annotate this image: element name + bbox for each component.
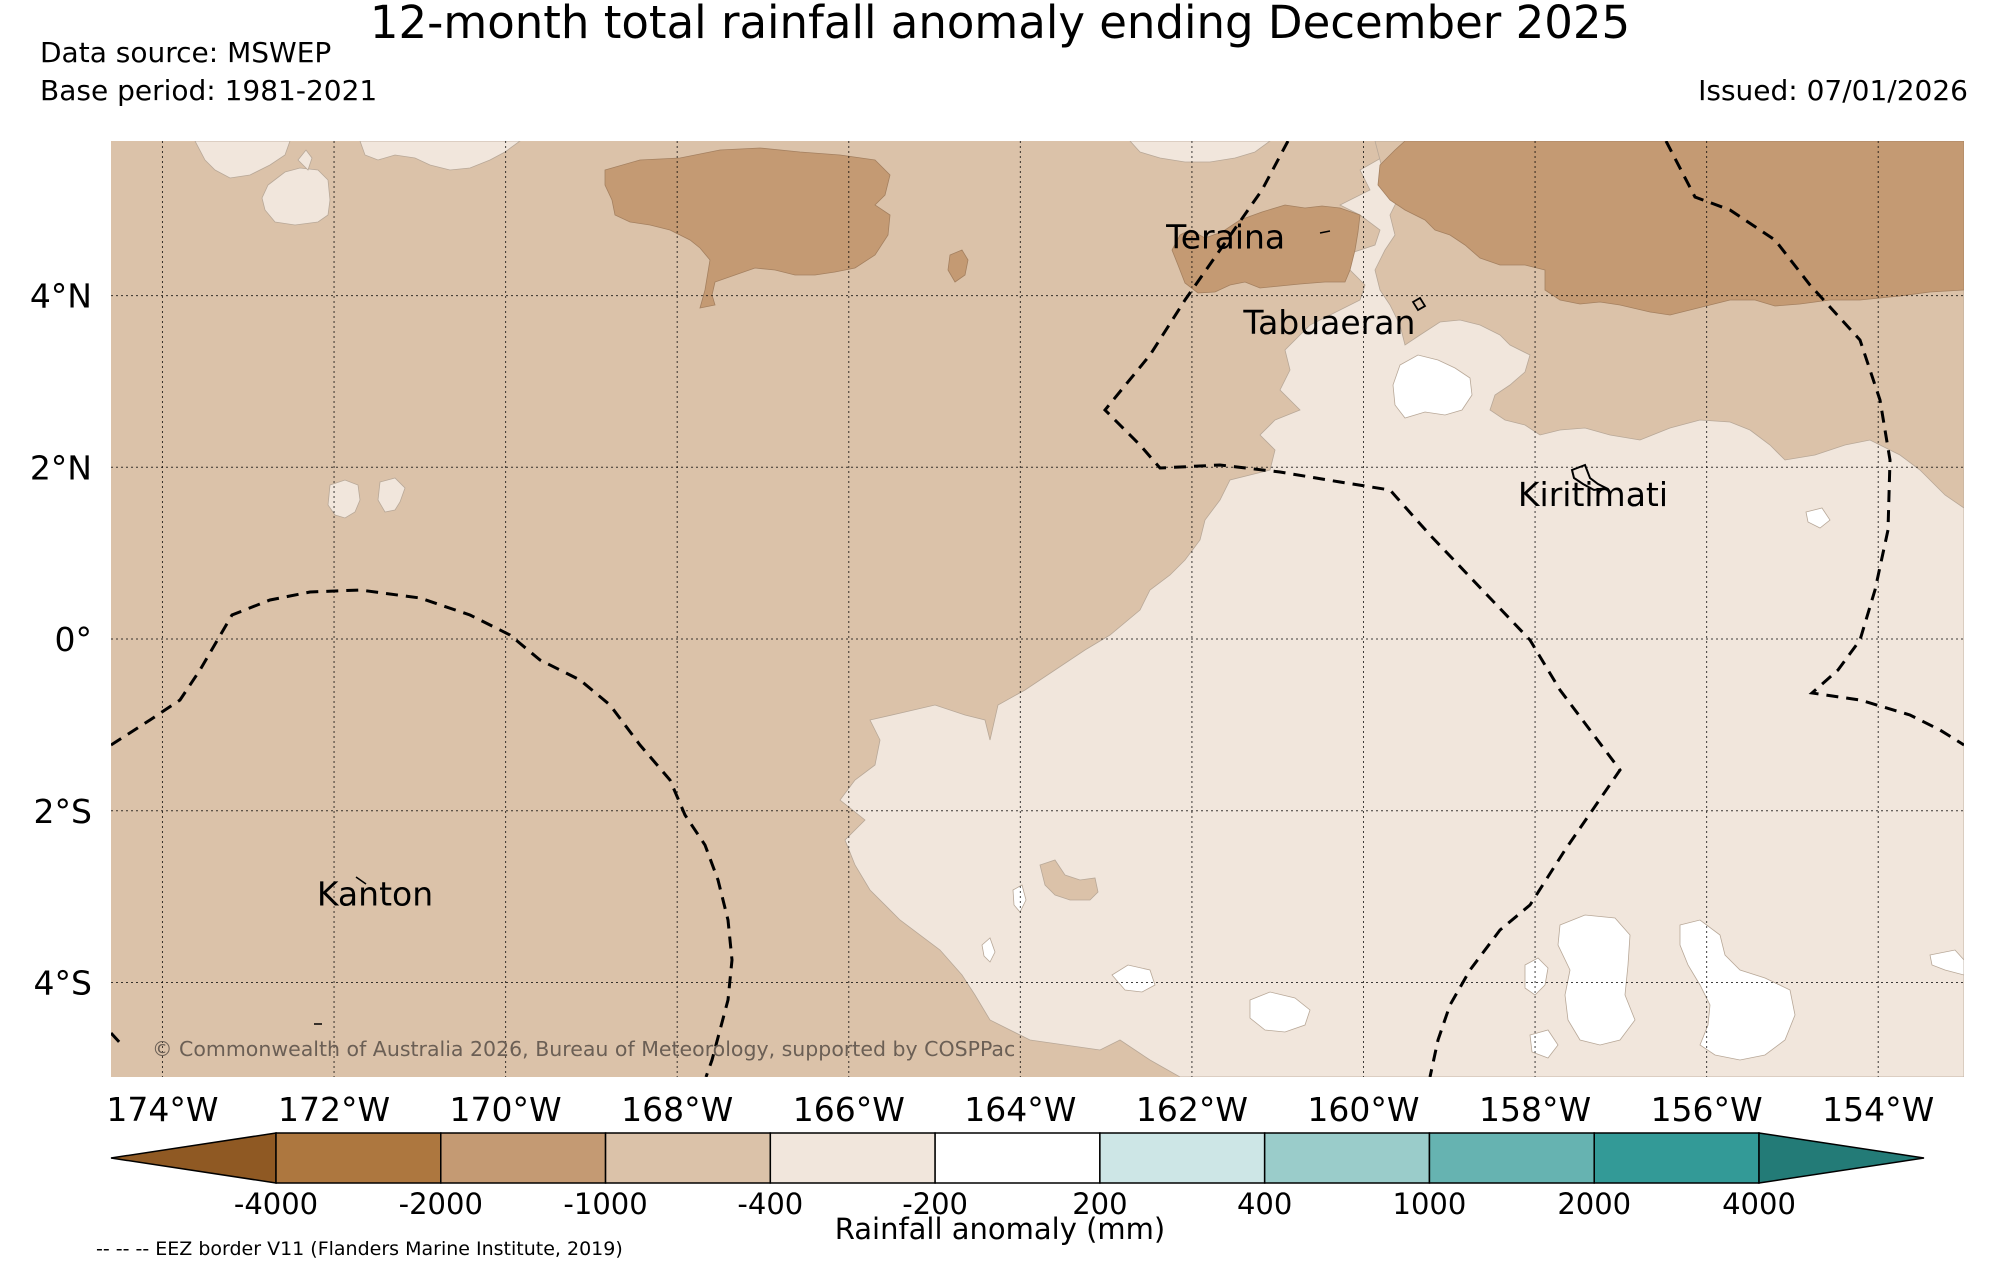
anomaly-region-neutral-8 — [1805, 507, 1831, 529]
anomaly-region-neutral-3 — [1679, 919, 1796, 1061]
latitude-tick-labels: 4°N 2°N 0° 2°S 4°S — [30, 277, 92, 1003]
issued-date-label: Issued: 07/01/2026 — [1698, 74, 1968, 107]
legend-tick-labels: -4000 -2000 -1000 -400 -200 200 400 1000 2000 400… — [234, 1187, 1796, 1221]
base-period-label: Base period: 1981-2021 — [40, 74, 378, 107]
anomaly-region-400-200-ml2 — [377, 477, 406, 513]
legend-color-box — [1593, 1132, 1760, 1184]
anomaly-region-neutral-5 — [1524, 957, 1549, 996]
legend-colorbar — [110, 1132, 1925, 1184]
anomaly-region-neutral-1 — [1392, 354, 1473, 419]
legend-tick-label: 1000 — [1393, 1187, 1467, 1221]
latitude-tick-label: 0° — [55, 620, 93, 659]
legend-tick-label: -200 — [902, 1187, 968, 1221]
eez-border-east — [1664, 141, 1964, 747]
anomaly-region-neutral-11 — [981, 937, 996, 963]
data-source-label: Data source: MSWEP — [40, 36, 332, 69]
island-teraina-outline — [1319, 230, 1331, 234]
longitude-tick-label: 170°W — [450, 1090, 562, 1129]
anomaly-region-neutral-4 — [1249, 991, 1311, 1033]
legend-title: Rainfall anomaly (mm) — [834, 1212, 1166, 1246]
legend-color-box — [440, 1132, 607, 1184]
longitude-tick-label: 174°W — [106, 1090, 218, 1129]
place-label: Kanton — [317, 874, 433, 913]
longitude-tick-labels: 174°W 172°W 170°W 168°W 166°W 164°W 162°W 160°W… — [106, 1090, 1934, 1129]
anomaly-region-400-200-tl — [194, 141, 291, 179]
longitude-tick-label: 156°W — [1651, 1090, 1763, 1129]
anomaly-region-2000-1000-nc — [604, 147, 891, 309]
longitude-tick-label: 172°W — [278, 1090, 390, 1129]
eez-border-note: -- -- -- EEZ border V11 (Flanders Marine… — [96, 1238, 623, 1260]
island-tabuaeran-outline — [1411, 296, 1427, 312]
legend-tick-label: 2000 — [1557, 1187, 1631, 1221]
eez-border-kiribati-phoenix — [111, 588, 734, 1077]
place-labels: Teraina Tabuaeran Kiritimati Kanton — [317, 217, 1668, 913]
graticule-grid — [111, 141, 1964, 1077]
legend-arrow-left — [110, 1132, 277, 1184]
longitude-tick-label: 168°W — [621, 1090, 733, 1129]
place-label: Tabuaeran — [1242, 303, 1415, 342]
anomaly-region-neutral-7 — [1929, 949, 1964, 976]
island-kanton-outline — [355, 876, 367, 885]
latitude-tick-label: 4°N — [30, 277, 92, 316]
longitude-tick-label: 160°W — [1307, 1090, 1419, 1129]
legend-tick-label: -400 — [737, 1187, 803, 1221]
legend-color-box — [769, 1132, 936, 1184]
longitude-tick-label: 154°W — [1822, 1090, 1934, 1129]
longitude-tick-label: 162°W — [1136, 1090, 1248, 1129]
legend-color-box — [1263, 1132, 1431, 1184]
legend-color-box — [275, 1132, 442, 1184]
anomaly-region-2000-1000-ne — [1377, 141, 1964, 316]
longitude-tick-label: 164°W — [964, 1090, 1076, 1129]
legend-tick-label: -4000 — [234, 1187, 318, 1221]
place-label: Kiritimati — [1518, 475, 1668, 514]
latitude-tick-label: 2°S — [34, 792, 92, 831]
anomaly-region-400-200-top — [1129, 141, 1271, 163]
anomaly-region-400-200-tc — [359, 141, 521, 171]
longitude-tick-label: 166°W — [793, 1090, 905, 1129]
map-title: 12-month total rainfall anomaly ending D… — [369, 0, 1631, 49]
anomaly-region-400-200-ml — [327, 479, 361, 519]
legend-color-box — [604, 1132, 772, 1184]
eez-border-sw-fragment — [111, 1031, 124, 1047]
legend-tick-label: -2000 — [399, 1187, 483, 1221]
copyright-notice: © Commonwealth of Australia 2026, Bureau… — [152, 1037, 1015, 1061]
latitude-tick-label: 4°S — [34, 964, 92, 1003]
legend-tick-label: 400 — [1237, 1187, 1292, 1221]
latitude-tick-label: 2°N — [30, 448, 92, 487]
longitude-tick-label: 158°W — [1479, 1090, 1591, 1129]
eez-border-line-islands — [1102, 141, 1622, 1077]
eez-borders — [111, 141, 1964, 1077]
anomaly-region-2000-1000-teraina — [1171, 204, 1361, 294]
legend-arrow-right — [1758, 1132, 1925, 1184]
anomaly-region-neutral-2 — [1557, 914, 1636, 1046]
anomaly-region-neutral-6 — [1529, 1029, 1559, 1059]
rainfall-anomaly-map: Teraina Tabuaeran Kiritimati Kanton © Commo… — [111, 141, 1964, 1077]
legend-tick-label: 4000 — [1722, 1187, 1796, 1221]
legend-color-box — [1428, 1132, 1595, 1184]
anomaly-region-1000-400-se — [1039, 859, 1099, 901]
anomaly-region-2000-1000-islet — [947, 249, 969, 283]
anomaly-region-neutral-10 — [1012, 884, 1027, 913]
anomaly-region-400-200-tl2 — [261, 167, 331, 226]
legend-color-box — [934, 1132, 1101, 1184]
anomaly-region-neutral-9 — [1111, 964, 1156, 993]
legend-color-box — [1099, 1132, 1266, 1184]
legend-tick-label: 200 — [1072, 1187, 1127, 1221]
legend-tick-label: -1000 — [563, 1187, 647, 1221]
place-label: Teraina — [1165, 217, 1285, 256]
anomaly-region-400-200-tl3 — [297, 149, 313, 171]
island-kiritimati-outline — [1570, 463, 1610, 492]
